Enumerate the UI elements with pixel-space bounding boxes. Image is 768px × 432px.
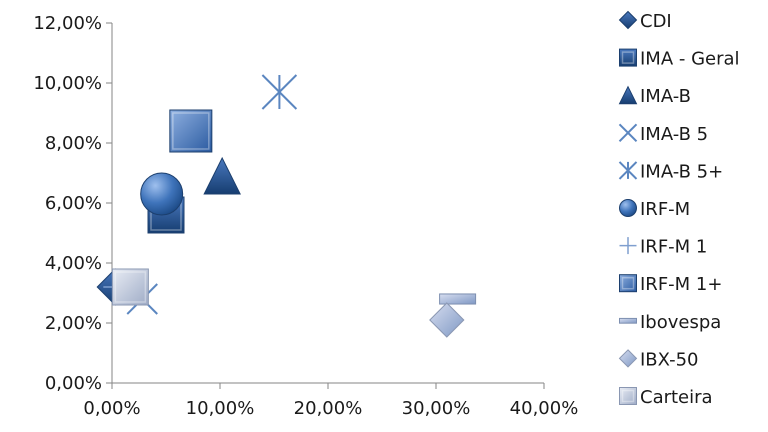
legend-label: IRF-M bbox=[640, 199, 690, 220]
x-tick-label: 0,00% bbox=[83, 398, 140, 419]
legend-item: Carteira bbox=[619, 387, 713, 408]
data-point bbox=[429, 302, 465, 338]
legend-label: IRF-M 1 bbox=[640, 237, 707, 258]
legend-marker-icon bbox=[619, 317, 637, 324]
legend-label: IBX-50 bbox=[640, 349, 699, 370]
tick-labels: 0,00% 2,00% 4,00% 6,00% 8,00% 10,00% 12,00% 0,0… bbox=[33, 13, 578, 419]
legend-marker-icon bbox=[618, 123, 638, 143]
legend-marker-icon bbox=[618, 85, 638, 105]
data-point bbox=[169, 109, 213, 153]
legend-item: Ibovespa bbox=[619, 312, 721, 333]
legend-item: IMA-B 5 bbox=[618, 123, 708, 145]
x-tick-label: 10,00% bbox=[186, 398, 255, 419]
legend-item: IRF-M 1+ bbox=[619, 274, 722, 295]
x-tick-label: 20,00% bbox=[294, 398, 363, 419]
data-point bbox=[439, 293, 477, 305]
legend-label: Carteira bbox=[640, 387, 713, 408]
legend-item: CDI bbox=[618, 10, 672, 32]
y-tick-label: 10,00% bbox=[33, 73, 102, 94]
legend-marker-icon bbox=[619, 48, 637, 67]
legend-marker-icon bbox=[619, 237, 637, 255]
data-points bbox=[96, 74, 477, 338]
legend-marker-icon bbox=[619, 199, 637, 217]
legend-marker-icon bbox=[618, 161, 638, 180]
legend-marker-icon bbox=[619, 274, 637, 293]
data-point bbox=[140, 172, 184, 216]
legend-item: IMA-B bbox=[618, 85, 691, 107]
legend: CDI IMA - Geral IMA-B IMA-B 5 IMA-B 5+ IRF-M I… bbox=[618, 10, 740, 408]
legend-marker-icon bbox=[618, 10, 638, 30]
y-tick-label: 2,00% bbox=[45, 313, 102, 334]
legend-label: Ibovespa bbox=[640, 312, 721, 333]
y-tick-label: 12,00% bbox=[33, 13, 102, 34]
legend-marker-icon bbox=[619, 387, 637, 405]
legend-item: IRF-M bbox=[619, 199, 690, 220]
legend-marker-icon bbox=[618, 349, 638, 368]
legend-label: IMA-B bbox=[640, 86, 691, 107]
legend-label: IRF-M 1+ bbox=[640, 274, 722, 295]
y-tick-label: 4,00% bbox=[45, 253, 102, 274]
legend-label: IMA - Geral bbox=[640, 49, 740, 70]
y-tick-label: 8,00% bbox=[45, 133, 102, 154]
y-tick-label: 6,00% bbox=[45, 193, 102, 214]
data-point bbox=[111, 268, 149, 306]
data-point bbox=[261, 74, 298, 110]
legend-item: IRF-M 1 bbox=[619, 237, 707, 258]
x-tick-label: 40,00% bbox=[510, 398, 579, 419]
legend-item: IBX-50 bbox=[618, 349, 699, 370]
x-tick-label: 30,00% bbox=[402, 398, 471, 419]
y-tick-label: 0,00% bbox=[45, 373, 102, 394]
legend-label: IMA-B 5+ bbox=[640, 161, 723, 182]
legend-item: IMA-B 5+ bbox=[618, 161, 723, 182]
legend-label: CDI bbox=[640, 11, 672, 32]
legend-label: IMA-B 5 bbox=[640, 124, 708, 145]
legend-item: IMA - Geral bbox=[619, 48, 740, 70]
data-point bbox=[203, 156, 241, 195]
axes bbox=[106, 22, 545, 389]
